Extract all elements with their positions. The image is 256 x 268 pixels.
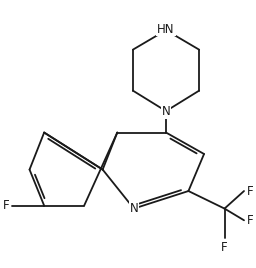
Text: F: F bbox=[247, 185, 253, 198]
Text: F: F bbox=[247, 214, 253, 227]
Text: F: F bbox=[3, 199, 9, 212]
Text: N: N bbox=[162, 105, 170, 118]
Text: HN: HN bbox=[157, 23, 175, 36]
Text: N: N bbox=[130, 202, 138, 215]
Text: F: F bbox=[221, 241, 228, 254]
